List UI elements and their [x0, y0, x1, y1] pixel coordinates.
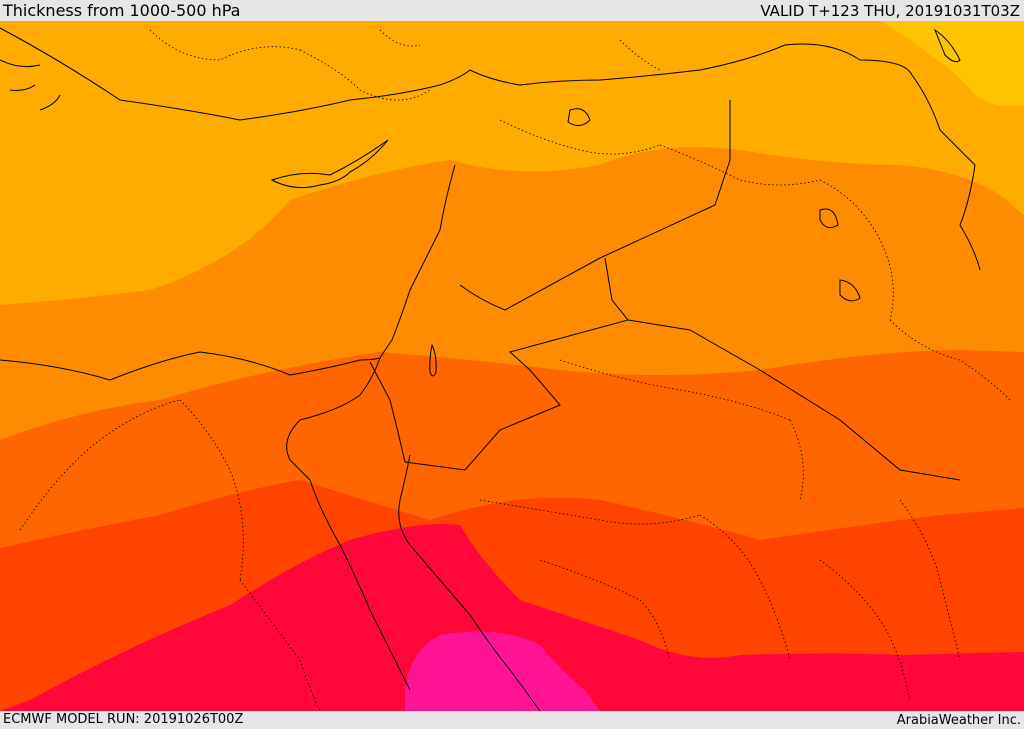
- turkey-syria-border: [469, 44, 786, 86]
- thickness-map[interactable]: [0, 21, 1024, 711]
- saudi-iraq-border: [627, 319, 961, 481]
- iraq-border: [784, 43, 981, 271]
- model-run-label: ECMWF MODEL RUN: 20191026T00Z: [3, 712, 244, 727]
- levant-coast: [379, 164, 456, 359]
- band-1: [880, 21, 1024, 107]
- egypt-north-coast: [0, 351, 381, 381]
- coastline-layer: [0, 27, 961, 711]
- jordan-border: [404, 257, 629, 471]
- turkey-coast: [0, 27, 471, 121]
- lake-urmia: [933, 28, 961, 63]
- valid-time-label: VALID T+123 THU, 20191031T03Z: [760, 2, 1020, 20]
- red-sea-west: [309, 479, 411, 691]
- map-title: Thickness from 1000-500 hPa: [3, 1, 241, 20]
- band-6: [0, 524, 1024, 711]
- red-sea-east: [398, 454, 541, 711]
- aegean-islands: [0, 59, 61, 111]
- cyprus-outline: [270, 139, 389, 189]
- province-borders: [19, 29, 1011, 711]
- footer-bar: ECMWF MODEL RUN: 20191026T00Z ArabiaWeat…: [0, 711, 1024, 729]
- syria-iraq-border: [504, 100, 731, 311]
- egypt-israel-border: [369, 361, 406, 463]
- header-bar: Thickness from 1000-500 hPa VALID T+123 …: [0, 0, 1024, 21]
- tigris-lakes: [819, 208, 861, 302]
- credit-label: ArabiaWeather Inc.: [896, 713, 1021, 728]
- country-borders: [369, 43, 981, 481]
- dead-sea: [429, 343, 437, 377]
- band-7: [405, 631, 600, 711]
- gulf-of-suez: [286, 357, 381, 481]
- lake-van: [567, 108, 591, 126]
